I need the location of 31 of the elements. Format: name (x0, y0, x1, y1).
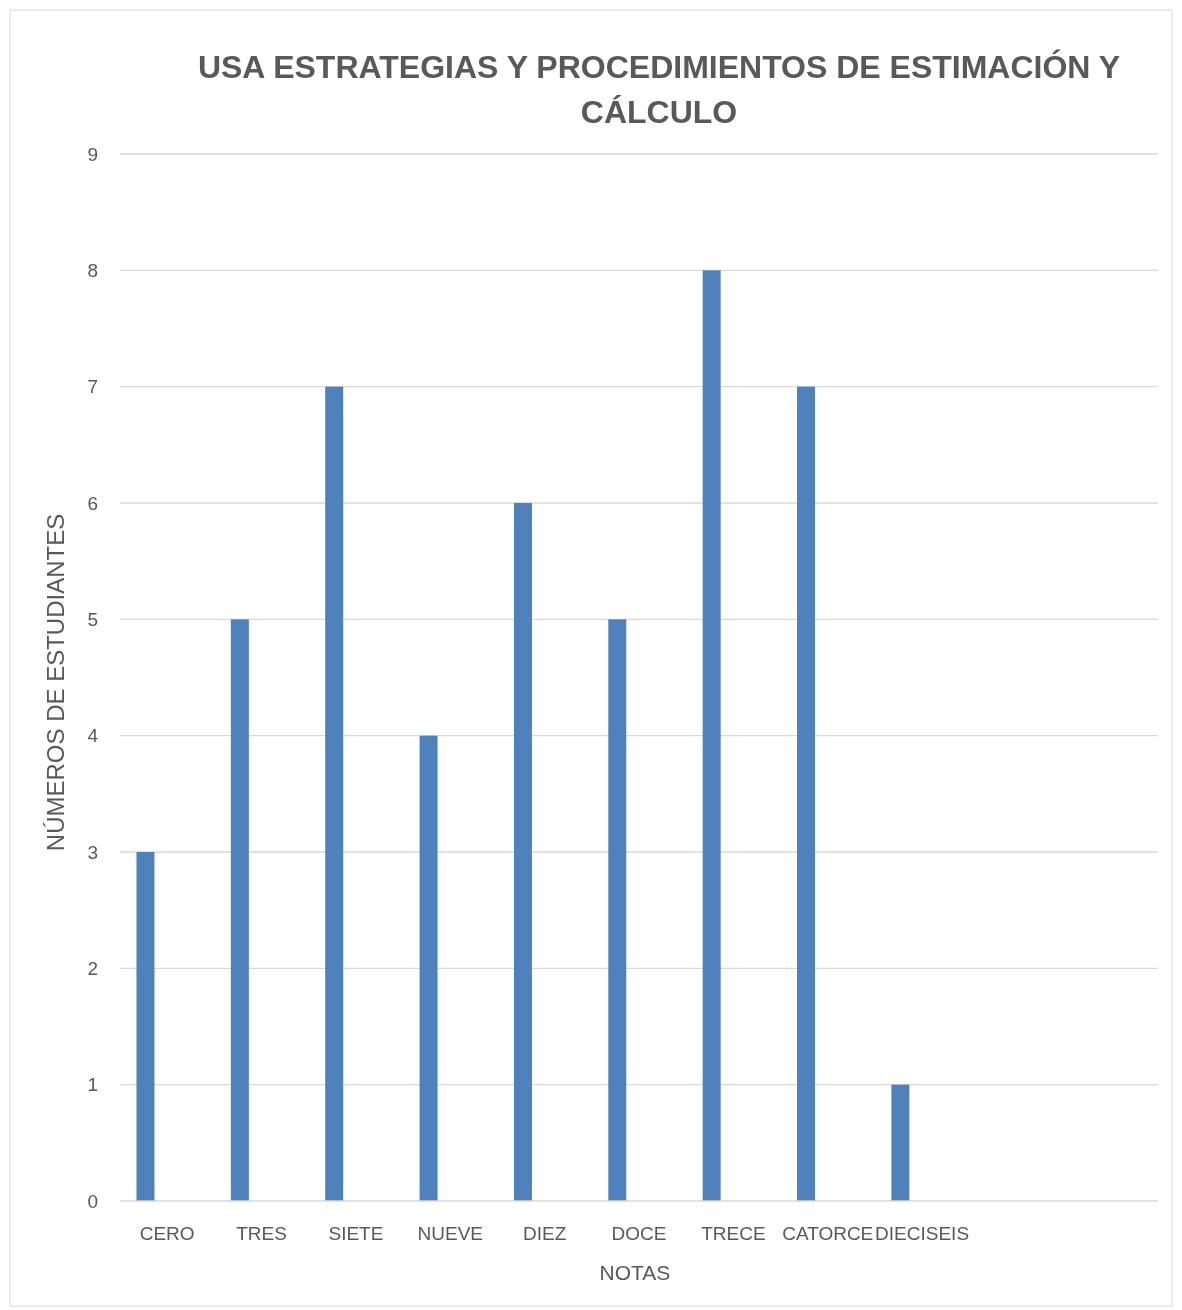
y-tick-label: 1 (87, 1074, 98, 1096)
bar (608, 619, 627, 1201)
y-tick-label: 8 (87, 259, 98, 281)
y-tick-label: 7 (87, 376, 98, 398)
y-tick-label: 6 (87, 492, 98, 514)
bar (419, 735, 438, 1201)
y-tick-label: 5 (87, 608, 98, 630)
bar (797, 386, 816, 1201)
x-tick-label: SIETE (328, 1223, 384, 1244)
x-tick-label: NUEVE (417, 1223, 484, 1244)
y-tick-label: 2 (87, 957, 98, 979)
x-tick-label: DOCE (611, 1223, 667, 1244)
bar (230, 619, 249, 1201)
x-tick-label: DIEZ (523, 1223, 567, 1244)
y-tick-label: 0 (87, 1190, 98, 1212)
chart-title: USA ESTRATEGIAS Y PROCEDIMIENTOS DE ESTIMACIÓN Y CÁLCULO (197, 49, 1121, 130)
bar (702, 270, 721, 1201)
x-tick-label: TRES (236, 1223, 287, 1244)
x-tick-label: CATORCE (782, 1223, 874, 1244)
bar (325, 386, 344, 1201)
x-axis-title: NOTAS (599, 1261, 671, 1284)
y-axis-title: NÚMEROS DE ESTUDIANTES (42, 513, 69, 852)
x-tick-label: DIECISEIS (875, 1223, 970, 1244)
y-tick-label: 9 (87, 143, 98, 165)
x-tick-label: CERO (139, 1223, 195, 1244)
bar (136, 852, 155, 1201)
x-tick-label: TRECE (701, 1223, 766, 1244)
bar (513, 503, 532, 1201)
y-tick-label: 4 (87, 725, 99, 747)
bar (891, 1084, 910, 1201)
y-tick-label: 3 (87, 841, 98, 863)
